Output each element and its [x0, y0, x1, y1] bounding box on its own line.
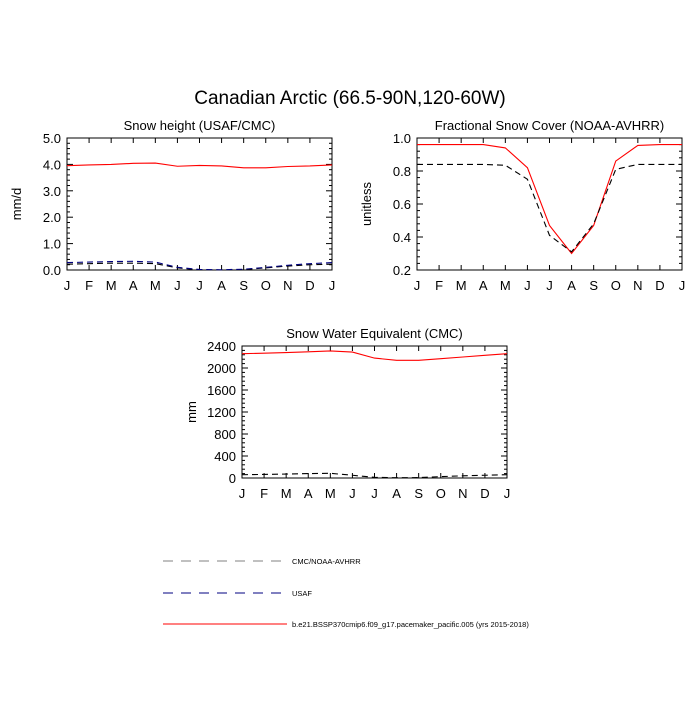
x-tick-label: S: [589, 278, 598, 293]
panel-3: Snow Water Equivalent (CMC)mmJ F M A M J J A S O N…: [184, 326, 510, 501]
x-tick-label: J: [196, 278, 203, 293]
x-tick-label: J: [349, 486, 356, 501]
y-tick-label: 2000: [207, 361, 236, 376]
x-tick-label: O: [261, 278, 271, 293]
y-tick-label: 3.0: [43, 184, 61, 199]
x-tick-label: J: [504, 486, 511, 501]
x-tick-label: A: [567, 278, 576, 293]
figure-title: Canadian Arctic (66.5-90N,120-60W): [194, 88, 506, 109]
panel-2: Fractional Snow Cover (NOAA-AVHRR) unitle…: [359, 118, 685, 293]
x-tick-label: J: [64, 278, 71, 293]
y-tick-label: 0: [229, 471, 236, 486]
y-tick-label: 400: [214, 449, 236, 464]
y-tick-label: 1600: [207, 383, 236, 398]
x-tick-label: S: [414, 486, 423, 501]
x-tick-label: J: [414, 278, 421, 293]
x-tick-label: D: [480, 486, 489, 501]
y-tick-label: 0.2: [393, 263, 411, 278]
x-tick-label: A: [304, 486, 313, 501]
x-tick-label: J: [174, 278, 181, 293]
x-tick-label: N: [633, 278, 642, 293]
x-tick-label: J: [546, 278, 553, 293]
x-tick-label: A: [217, 278, 226, 293]
y-tick-label: 1.0: [393, 131, 411, 146]
x-tick-label: M: [150, 278, 161, 293]
y-tick-label: 0.4: [393, 230, 411, 245]
series-line-usaf: [66, 260, 333, 271]
y-tick-label: 5.0: [43, 131, 61, 146]
x-tick-label: N: [458, 486, 467, 501]
x-tick-label: J: [239, 486, 246, 501]
x-tick-label: J: [371, 486, 378, 501]
legend-entry: b.e21.BSSP370cmip6.f09_g17.pacemaker_pac…: [163, 620, 529, 629]
legend: CMC/NOAA-AVHRR USAF b.e21.BSSP370cmip6.f09…: [163, 557, 529, 629]
x-tick-label: J: [679, 278, 686, 293]
y-axis-label: mm: [184, 401, 199, 423]
x-tick-label: F: [85, 278, 93, 293]
y-tick-label: 2.0: [43, 210, 61, 225]
x-tick-label: O: [436, 486, 446, 501]
x-tick-label: A: [392, 486, 401, 501]
x-tick-label: F: [435, 278, 443, 293]
x-tick-label: O: [611, 278, 621, 293]
y-tick-label: 1200: [207, 405, 236, 420]
series-line-model: [417, 144, 682, 255]
y-axis-label: unitless: [359, 181, 374, 226]
panel-title: Snow Water Equivalent (CMC): [286, 326, 463, 341]
series-line-model: [241, 350, 508, 361]
y-tick-label: 0.6: [393, 197, 411, 212]
x-tick-label: D: [305, 278, 314, 293]
panels: Snow height (USAF/CMC)mm/dJ F M A M J J A S O N D J0…: [9, 118, 685, 501]
x-tick-label: M: [281, 486, 292, 501]
plot-frame: [66, 137, 333, 271]
x-tick-label: J: [329, 278, 336, 293]
series-line-cmc-noaa-avhrr: [241, 472, 508, 479]
x-tick-label: M: [106, 278, 117, 293]
plot-frame: [416, 137, 683, 271]
panel-title: Fractional Snow Cover (NOAA-AVHRR): [435, 118, 664, 133]
legend-label: b.e21.BSSP370cmip6.f09_g17.pacemaker_pac…: [292, 620, 529, 629]
legend-entry: CMC/NOAA-AVHRR: [163, 557, 361, 566]
x-tick-label: D: [655, 278, 664, 293]
x-tick-label: N: [283, 278, 292, 293]
y-tick-label: 0.8: [393, 164, 411, 179]
plot-frame: [241, 345, 508, 479]
series-line-model: [66, 162, 333, 169]
x-tick-label: S: [239, 278, 248, 293]
y-tick-label: 800: [214, 427, 236, 442]
x-tick-label: A: [129, 278, 138, 293]
x-tick-label: A: [479, 278, 488, 293]
x-tick-label: J: [524, 278, 531, 293]
legend-label: CMC/NOAA-AVHRR: [292, 557, 361, 566]
y-axis-label: mm/d: [9, 188, 24, 221]
y-tick-label: 2400: [207, 339, 236, 354]
panel-title: Snow height (USAF/CMC): [124, 118, 276, 133]
x-tick-label: M: [500, 278, 511, 293]
y-tick-label: 4.0: [43, 157, 61, 172]
y-tick-label: 0.0: [43, 263, 61, 278]
legend-entry: USAF: [163, 589, 312, 598]
panel-1: Snow height (USAF/CMC)mm/dJ F M A M J J A S O N D J0…: [9, 118, 335, 293]
x-tick-label: F: [260, 486, 268, 501]
series-line-cmc-noaa-avhrr: [417, 163, 682, 253]
x-tick-label: M: [456, 278, 467, 293]
x-tick-label: M: [325, 486, 336, 501]
y-tick-label: 1.0: [43, 237, 61, 252]
legend-label: USAF: [292, 589, 312, 598]
